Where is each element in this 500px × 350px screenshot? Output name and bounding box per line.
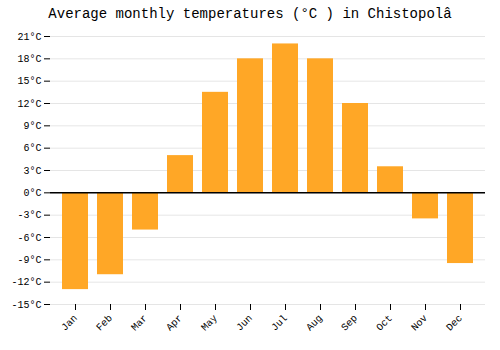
svg-text:Feb: Feb (94, 313, 115, 334)
svg-text:Mar: Mar (129, 313, 150, 334)
svg-text:Nov: Nov (409, 313, 430, 334)
svg-text:21°C: 21°C (17, 32, 41, 43)
svg-text:9°C: 9°C (23, 121, 41, 132)
svg-text:May: May (199, 313, 220, 334)
svg-text:Dec: Dec (444, 313, 465, 334)
svg-text:Sep: Sep (339, 313, 360, 334)
svg-text:3°C: 3°C (23, 166, 41, 177)
svg-text:12°C: 12°C (17, 99, 41, 110)
svg-text:6°C: 6°C (23, 143, 41, 154)
svg-text:Jul: Jul (269, 313, 290, 334)
svg-text:Jun: Jun (234, 313, 255, 334)
svg-text:Aug: Aug (304, 313, 325, 334)
svg-text:Oct: Oct (374, 313, 395, 334)
svg-text:Apr: Apr (164, 313, 185, 334)
html-text:Average monthly temperatures (: Average monthly temperatures (°C ) in Ch… (48, 6, 452, 22)
svg-text:-9°C: -9°C (17, 255, 41, 266)
svg-text:15°C: 15°C (17, 76, 41, 87)
svg-text:-12°C: -12°C (11, 277, 41, 288)
svg-text:Jan: Jan (59, 313, 80, 334)
svg-text:0°C: 0°C (23, 188, 41, 199)
svg-text:-6°C: -6°C (17, 233, 41, 244)
svg-text:-3°C: -3°C (17, 210, 41, 221)
svg-text:-15°C: -15°C (11, 300, 41, 311)
svg-text:18°C: 18°C (17, 54, 41, 65)
